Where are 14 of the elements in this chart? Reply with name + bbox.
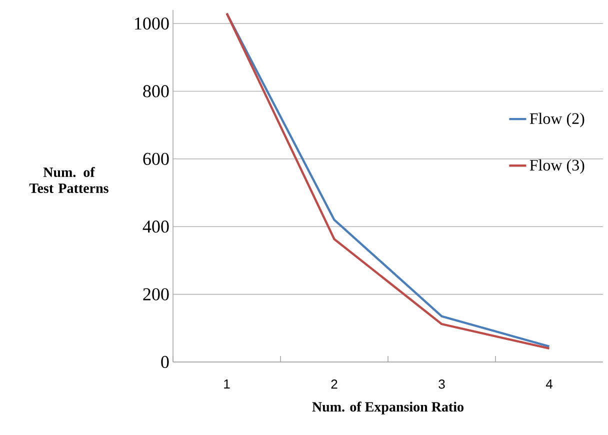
x-tick-label: 2: [331, 380, 338, 389]
legend-label: Flow (2): [530, 112, 584, 128]
x-tick-label: 3: [438, 380, 445, 389]
y-tick-label: 200: [143, 288, 169, 300]
legend-label: Flow (3): [530, 159, 584, 174]
y-axis-title: Num. of Test Patterns: [29, 166, 108, 193]
y-tick-label: 400: [142, 220, 169, 233]
x-axis-title: Num. of Expansion Ratio: [312, 402, 464, 414]
x-tick-label: 4: [546, 380, 552, 388]
x-tick-label: 1: [224, 380, 230, 388]
y-tick-label: 0: [161, 356, 169, 368]
y-tick-label: 1000: [135, 17, 169, 30]
y-tick-label: 600: [143, 152, 169, 165]
y-tick-label: 800: [143, 85, 169, 98]
